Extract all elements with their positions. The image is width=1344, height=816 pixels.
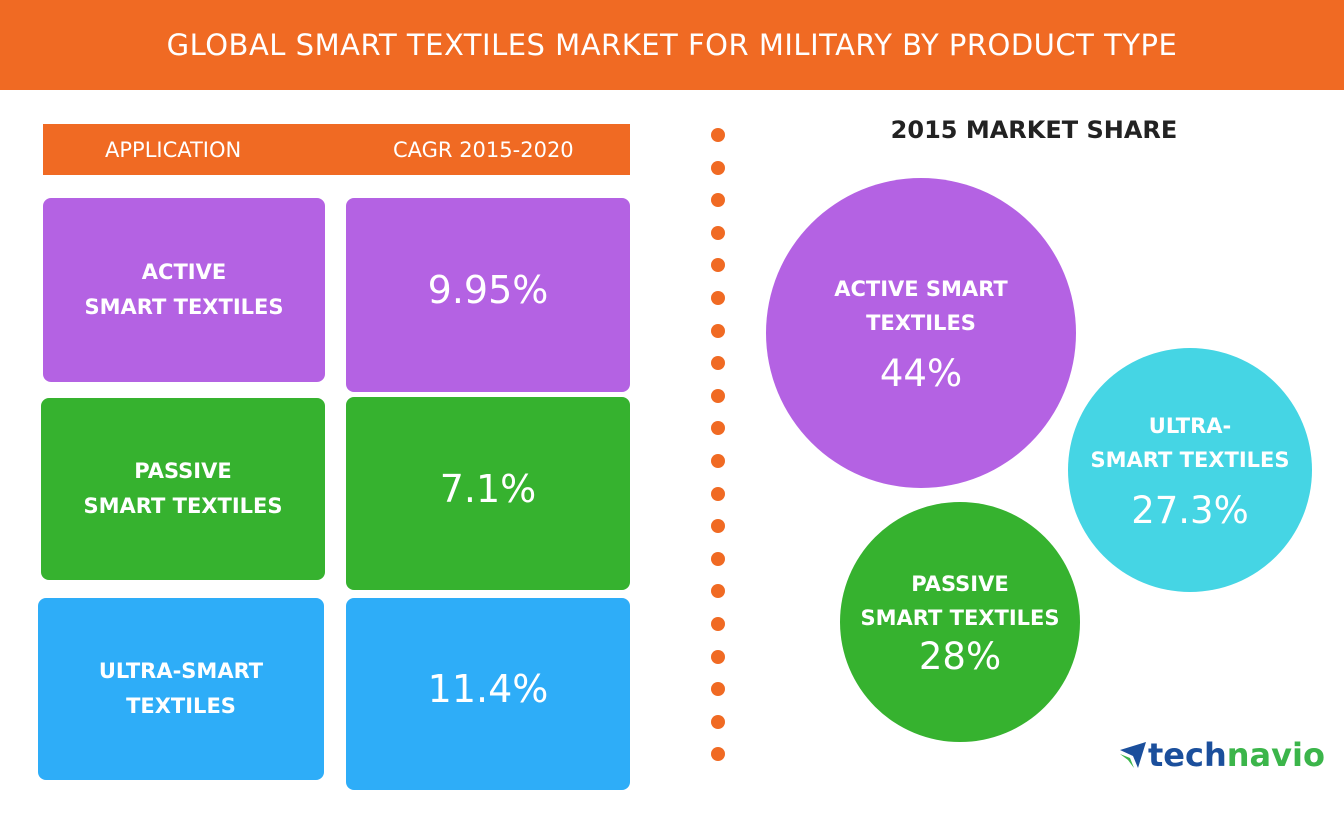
technavio-logo: tech navio <box>1118 736 1325 774</box>
divider-dot <box>711 747 725 762</box>
divider-dot <box>711 519 725 534</box>
row-ultra-cagr: 11.4% <box>346 598 630 790</box>
divider-dot <box>711 323 725 338</box>
chart-title: 2015 MARKET SHARE <box>890 116 1178 144</box>
label-line: SMART TEXTILES <box>83 494 283 518</box>
bubble-label: ACTIVE SMART <box>834 276 1008 301</box>
bubble-label: ULTRA- <box>1148 413 1232 438</box>
header-application: APPLICATION <box>105 138 242 162</box>
row-active-cagr: 9.95% <box>346 198 630 392</box>
bubble-value: 28% <box>918 634 1002 678</box>
divider-dot <box>711 225 725 240</box>
divider-dot <box>711 291 725 305</box>
page-title: GLOBAL SMART TEXTILES MARKET FOR MILITAR… <box>0 0 1344 90</box>
divider-dot <box>711 649 725 664</box>
bubble-value: 27.3% <box>1131 488 1249 532</box>
bubble-ultra: ULTRA- SMART TEXTILES 27.3% <box>1068 348 1312 592</box>
row-passive-cagr: 7.1% <box>346 397 630 590</box>
row-ultra-label: ULTRA-SMART TEXTILES <box>38 598 324 780</box>
bubble-label: TEXTILES <box>866 310 976 335</box>
divider-dot <box>711 551 725 566</box>
divider-dot <box>711 421 725 436</box>
divider-dot <box>711 714 725 729</box>
logo-text-navio: navio <box>1226 736 1325 774</box>
bubble-label: SMART TEXTILES <box>1090 447 1290 472</box>
divider-dot <box>711 617 725 631</box>
header-cagr: CAGR 2015-2020 <box>393 138 574 162</box>
bubble-label: PASSIVE <box>911 571 1009 596</box>
divider-dot <box>711 682 725 697</box>
label-line: ULTRA-SMART <box>98 659 264 683</box>
divider-dot <box>711 454 725 468</box>
divider-dot <box>711 388 725 403</box>
label-line: PASSIVE <box>134 459 232 483</box>
label-line: SMART TEXTILES <box>84 295 284 319</box>
divider-dot <box>711 356 725 371</box>
label-line: TEXTILES <box>126 694 236 718</box>
divider-dot <box>711 128 725 142</box>
bubble-passive: PASSIVE SMART TEXTILES 28% <box>840 502 1080 742</box>
bubble-label: SMART TEXTILES <box>860 605 1060 630</box>
label-line: ACTIVE <box>141 260 227 284</box>
bubble-value: 44% <box>879 351 963 395</box>
divider-dot <box>711 258 725 273</box>
table-header: APPLICATION CAGR 2015-2020 <box>43 124 630 175</box>
divider-dot <box>711 486 725 501</box>
logo-arrow-icon <box>1120 742 1146 768</box>
divider-dot <box>711 160 725 175</box>
bubble-active: ACTIVE SMART TEXTILES 44% <box>766 178 1076 488</box>
row-passive-label: PASSIVE SMART TEXTILES <box>41 398 325 580</box>
row-active-label: ACTIVE SMART TEXTILES <box>43 198 325 382</box>
logo-text-tech: tech <box>1148 736 1227 774</box>
divider-dot <box>711 584 725 599</box>
divider-dot <box>711 193 725 208</box>
